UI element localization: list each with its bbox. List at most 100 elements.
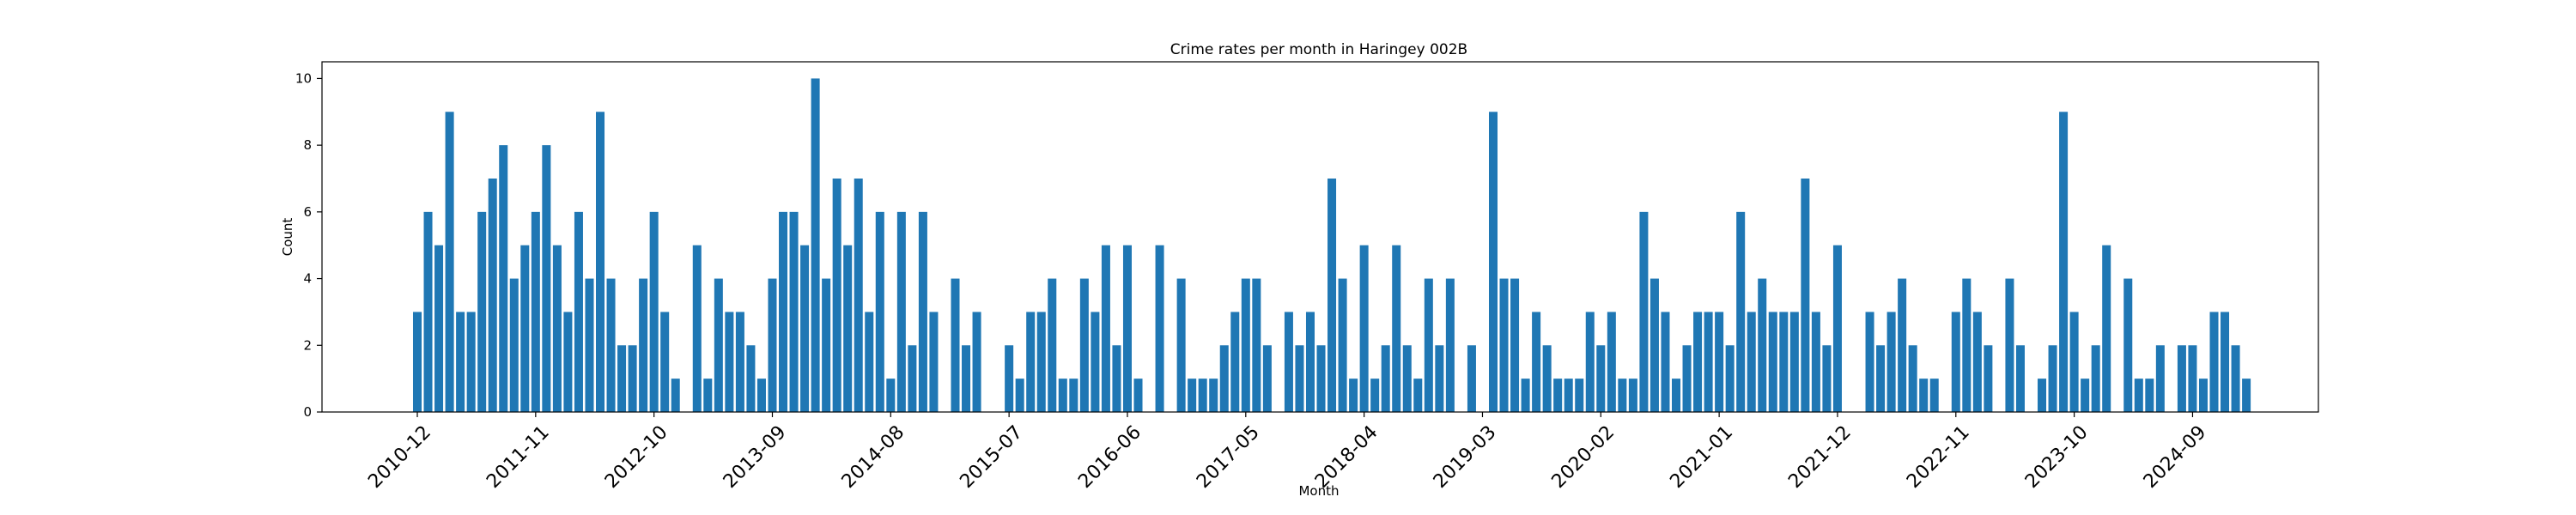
bar — [1715, 312, 1724, 412]
bar — [929, 312, 939, 412]
bar — [2221, 312, 2230, 412]
bar — [1402, 345, 1412, 412]
bar — [756, 379, 766, 412]
bar — [1209, 379, 1218, 412]
bar — [1435, 345, 1444, 412]
bar — [1112, 345, 1121, 412]
bar — [1101, 245, 1110, 412]
bar — [1499, 278, 1509, 412]
bar — [822, 278, 831, 412]
bar — [1015, 379, 1024, 412]
bar — [1133, 379, 1143, 412]
bar — [1801, 179, 1810, 412]
y-tick-label: 0 — [303, 404, 312, 420]
bar — [2005, 278, 2014, 412]
x-axis: 2010-12 2011-11 2012-10 2013-09 2014-08 2015-… — [364, 412, 2210, 493]
bar — [1521, 379, 1530, 412]
bar — [574, 211, 583, 412]
bar — [2048, 345, 2057, 412]
x-tick-label: 2015-07 — [956, 421, 1027, 493]
bar — [2102, 245, 2111, 412]
y-tick-label: 4 — [303, 271, 312, 287]
chart-title: Crime rates per month in Haringey 002B — [1170, 41, 1467, 58]
bar — [1305, 312, 1315, 412]
bar — [918, 211, 927, 412]
bar — [832, 179, 841, 412]
bar — [1359, 245, 1369, 412]
bar — [692, 245, 702, 412]
bar — [1413, 379, 1423, 412]
x-tick-label: 2021-12 — [1784, 421, 1856, 493]
bar — [2134, 379, 2143, 412]
bar — [1962, 278, 1971, 412]
bar — [703, 379, 713, 412]
bar — [1122, 245, 1132, 412]
bar — [854, 179, 863, 412]
bar — [1510, 278, 1520, 412]
bar — [886, 379, 896, 412]
bar — [1091, 312, 1100, 412]
bar — [1155, 245, 1164, 412]
bar — [1919, 379, 1929, 412]
x-tick-label: 2014-08 — [838, 421, 909, 493]
x-tick-label: 2023-10 — [2021, 421, 2093, 493]
bar — [434, 245, 444, 412]
bar — [779, 211, 788, 412]
bar — [1262, 345, 1272, 412]
bar — [2198, 379, 2208, 412]
bar — [1811, 312, 1820, 412]
bar — [1176, 278, 1186, 412]
x-tick-label: 2013-09 — [720, 421, 791, 493]
bar — [1188, 379, 1197, 412]
bar — [1069, 379, 1078, 412]
bar — [896, 211, 906, 412]
bar — [800, 245, 810, 412]
bar — [1230, 312, 1240, 412]
y-tick-label: 6 — [303, 204, 312, 220]
bar — [714, 278, 723, 412]
bar — [843, 245, 853, 412]
bar — [423, 211, 433, 412]
bar — [1467, 345, 1476, 412]
bar — [1327, 179, 1337, 412]
bar — [456, 312, 465, 412]
plot-frame — [321, 61, 2319, 413]
bar — [1219, 345, 1229, 412]
bar — [1424, 278, 1433, 412]
bar — [1704, 312, 1713, 412]
x-tick-label: 2019-03 — [1430, 421, 1501, 493]
x-tick-label: 2012-10 — [601, 421, 672, 493]
bar — [951, 278, 960, 412]
x-tick-label: 2017-05 — [1193, 421, 1264, 493]
bar — [499, 145, 508, 412]
bar — [789, 211, 799, 412]
bar — [875, 211, 884, 412]
bar — [2209, 312, 2219, 412]
x-axis-label: Month — [1298, 483, 1339, 499]
bar — [2155, 345, 2165, 412]
bar — [1026, 312, 1036, 412]
bar — [1747, 312, 1756, 412]
x-tick-label: 2020-02 — [1548, 421, 1619, 493]
bar — [585, 278, 594, 412]
bar — [1370, 379, 1380, 412]
x-tick-label: 2011-11 — [483, 421, 554, 493]
bar — [1338, 278, 1347, 412]
x-tick-label: 2010-12 — [364, 421, 435, 493]
bar — [1349, 379, 1358, 412]
bar — [908, 345, 917, 412]
bar — [962, 345, 971, 412]
bar — [2145, 379, 2154, 412]
bar — [1661, 312, 1670, 412]
bar — [1618, 379, 1627, 412]
bar — [811, 78, 820, 413]
bar — [1832, 245, 1842, 412]
y-tick-label: 8 — [303, 137, 312, 153]
bar — [1596, 345, 1606, 412]
bar — [1392, 245, 1401, 412]
bar — [1682, 345, 1692, 412]
bar — [412, 312, 422, 412]
bar — [1886, 312, 1896, 412]
bar — [865, 312, 874, 412]
